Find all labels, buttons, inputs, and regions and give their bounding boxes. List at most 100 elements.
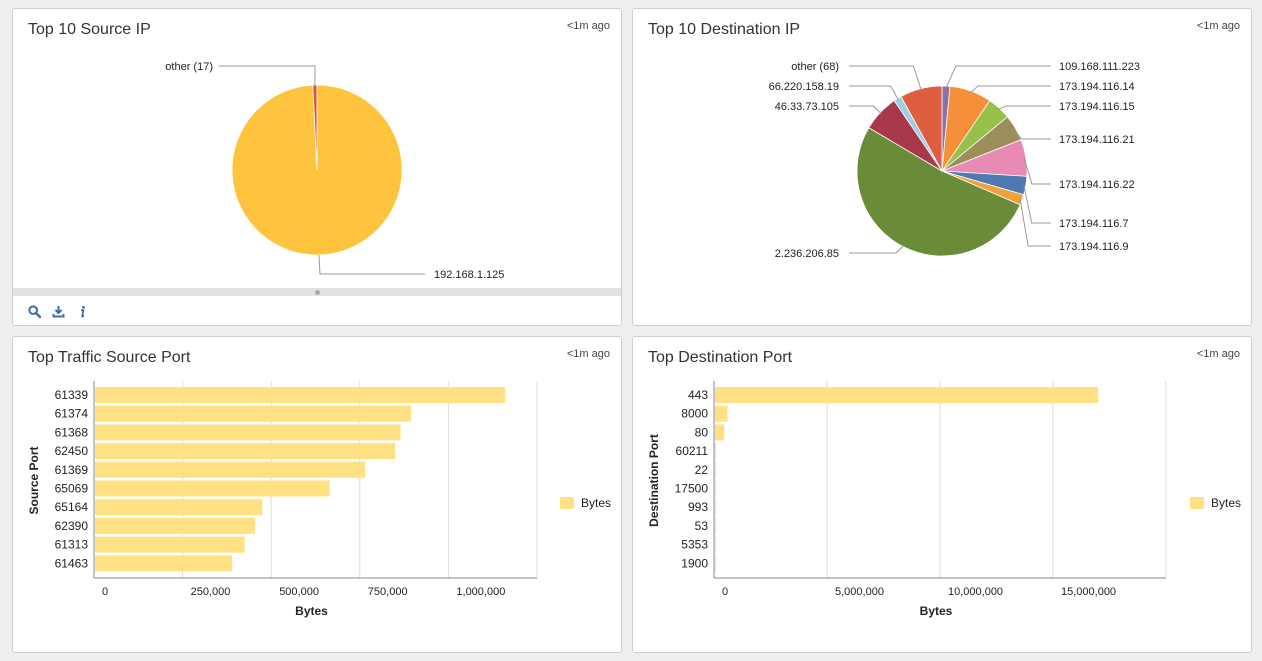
pie-leader-line (945, 65, 1051, 89)
bar-60211[interactable] (715, 443, 716, 460)
pie-leader-line (997, 105, 1051, 111)
bar-61374[interactable] (95, 405, 412, 422)
bar-17500[interactable] (715, 480, 716, 497)
destination-ip-pie-chart: 109.168.111.223 173.194.116.14 173.194.116… (769, 61, 1140, 260)
panel-title: Top Traffic Source Port (28, 349, 191, 366)
x-tick-label: 15,000,000 (1061, 586, 1116, 598)
info-icon[interactable] (75, 304, 89, 318)
source-ip-panel: Top 10 Source IP <1m ago 192.168.1.125 ot… (12, 8, 622, 326)
bar-61369[interactable] (95, 461, 366, 478)
y-tick-label: 61369 (55, 463, 89, 477)
y-tick-label: 61368 (55, 425, 89, 439)
last-updated: <1m ago (1196, 20, 1240, 32)
y-tick-label: 61463 (55, 556, 89, 570)
last-updated: <1m ago (1196, 348, 1240, 360)
x-tick-label: 0 (102, 586, 108, 598)
pie-leader-line (1023, 157, 1051, 185)
pie-leader-line (1013, 128, 1051, 140)
pie-leader-line (849, 244, 905, 254)
y-tick-label: 61313 (55, 538, 89, 552)
y-tick-label: 61374 (55, 407, 89, 421)
y-tick-label: 17500 (675, 482, 709, 496)
bar-65164[interactable] (95, 499, 263, 516)
pie-label: other (17) (165, 61, 213, 73)
pie-label: 66.220.158.19 (769, 81, 839, 93)
pie-label: 173.194.116.21 (1059, 134, 1135, 146)
y-tick-label: 60211 (676, 444, 709, 458)
pie-label: 192.168.1.125 (434, 269, 504, 281)
y-axis-title: Source Port (27, 446, 41, 514)
last-updated: <1m ago (566, 20, 610, 32)
pie-label: 2.236.206.85 (775, 248, 839, 260)
pie-leader-line (1023, 185, 1051, 224)
bar-80[interactable] (715, 424, 725, 441)
bar-62390[interactable] (95, 517, 256, 534)
destination-port-panel: Top Destination Port <1m ago 0 5,000,000 1… (632, 336, 1252, 653)
bar-1900[interactable] (715, 555, 716, 572)
legend-swatch[interactable] (1190, 497, 1204, 509)
bar-61463[interactable] (95, 555, 233, 572)
pie-leader-line (318, 254, 425, 275)
pie-label: 173.194.116.22 (1059, 179, 1135, 191)
y-tick-label: 8000 (681, 407, 708, 421)
pie-label: 173.194.116.14 (1059, 81, 1135, 93)
resize-handle-dot (315, 290, 320, 295)
pie-leader-line (969, 85, 1051, 94)
x-tick-label: 750,000 (368, 586, 408, 598)
x-axis-title: Bytes (920, 604, 953, 618)
x-axis-title: Bytes (295, 604, 328, 618)
x-tick-label: 500,000 (279, 586, 319, 598)
resize-handle[interactable] (13, 288, 621, 296)
bar-65069[interactable] (95, 480, 330, 497)
bar-993[interactable] (715, 499, 716, 516)
y-tick-label: 5353 (681, 538, 708, 552)
bar-61313[interactable] (95, 536, 245, 553)
search-icon[interactable] (27, 304, 41, 318)
legend-swatch[interactable] (560, 497, 574, 509)
y-tick-label: 1900 (681, 556, 708, 570)
y-tick-label: 53 (695, 519, 709, 533)
destination-ip-panel: Top 10 Destination IP <1m ago 109.168.11… (632, 8, 1252, 326)
bar-5353[interactable] (715, 536, 716, 553)
bar-53[interactable] (715, 517, 716, 534)
x-tick-label: 250,000 (191, 586, 231, 598)
bar-443[interactable] (715, 387, 1099, 403)
x-tick-label: 10,000,000 (948, 586, 1003, 598)
pie-leader-line (849, 65, 922, 91)
y-tick-label: 80 (695, 425, 709, 439)
y-tick-label: 65069 (55, 482, 89, 496)
panel-title: Top 10 Destination IP (648, 21, 801, 38)
bar-61368[interactable] (95, 424, 401, 441)
pie-label: 173.194.116.7 (1059, 218, 1129, 230)
pie-leader-line (1019, 199, 1051, 247)
pie-label: 173.194.116.15 (1059, 101, 1135, 113)
bar-22[interactable] (715, 461, 716, 478)
pie-slice-2-236-206-85[interactable] (856, 127, 1021, 257)
pie-leader-line (849, 85, 900, 101)
pie-leader-line (849, 105, 882, 115)
source-port-bar-chart: 0 250,000 500,000 750,000 1,000,000 61339 6137… (27, 381, 611, 618)
y-tick-label: 62450 (55, 444, 89, 458)
bar-61339[interactable] (95, 387, 506, 403)
x-tick-label: 0 (722, 586, 728, 598)
y-axis-title: Destination Port (647, 434, 661, 527)
y-tick-label: 993 (688, 500, 708, 514)
y-tick-label: 62390 (55, 519, 89, 533)
download-icon[interactable] (51, 304, 65, 318)
panel-toolbar (27, 304, 89, 318)
source-ip-pie-chart: 192.168.1.125 other (17) (165, 61, 504, 281)
legend-label[interactable]: Bytes (581, 496, 611, 510)
pie-label: other (68) (791, 61, 839, 73)
destination-port-bar-chart: 0 5,000,000 10,000,000 15,000,000 443 8000 80 6… (647, 381, 1241, 618)
source-port-panel: Top Traffic Source Port <1m ago 0 250,000… (12, 336, 622, 653)
y-tick-label: 61339 (55, 388, 89, 402)
y-tick-label: 443 (688, 388, 708, 402)
bar-62450[interactable] (95, 443, 396, 460)
pie-leader-line (219, 65, 316, 88)
pie-label: 46.33.73.105 (775, 101, 839, 113)
legend-label[interactable]: Bytes (1211, 496, 1241, 510)
panel-title: Top Destination Port (648, 349, 793, 366)
last-updated: <1m ago (566, 348, 610, 360)
panel-title: Top 10 Source IP (28, 21, 151, 38)
bar-8000[interactable] (715, 405, 728, 422)
